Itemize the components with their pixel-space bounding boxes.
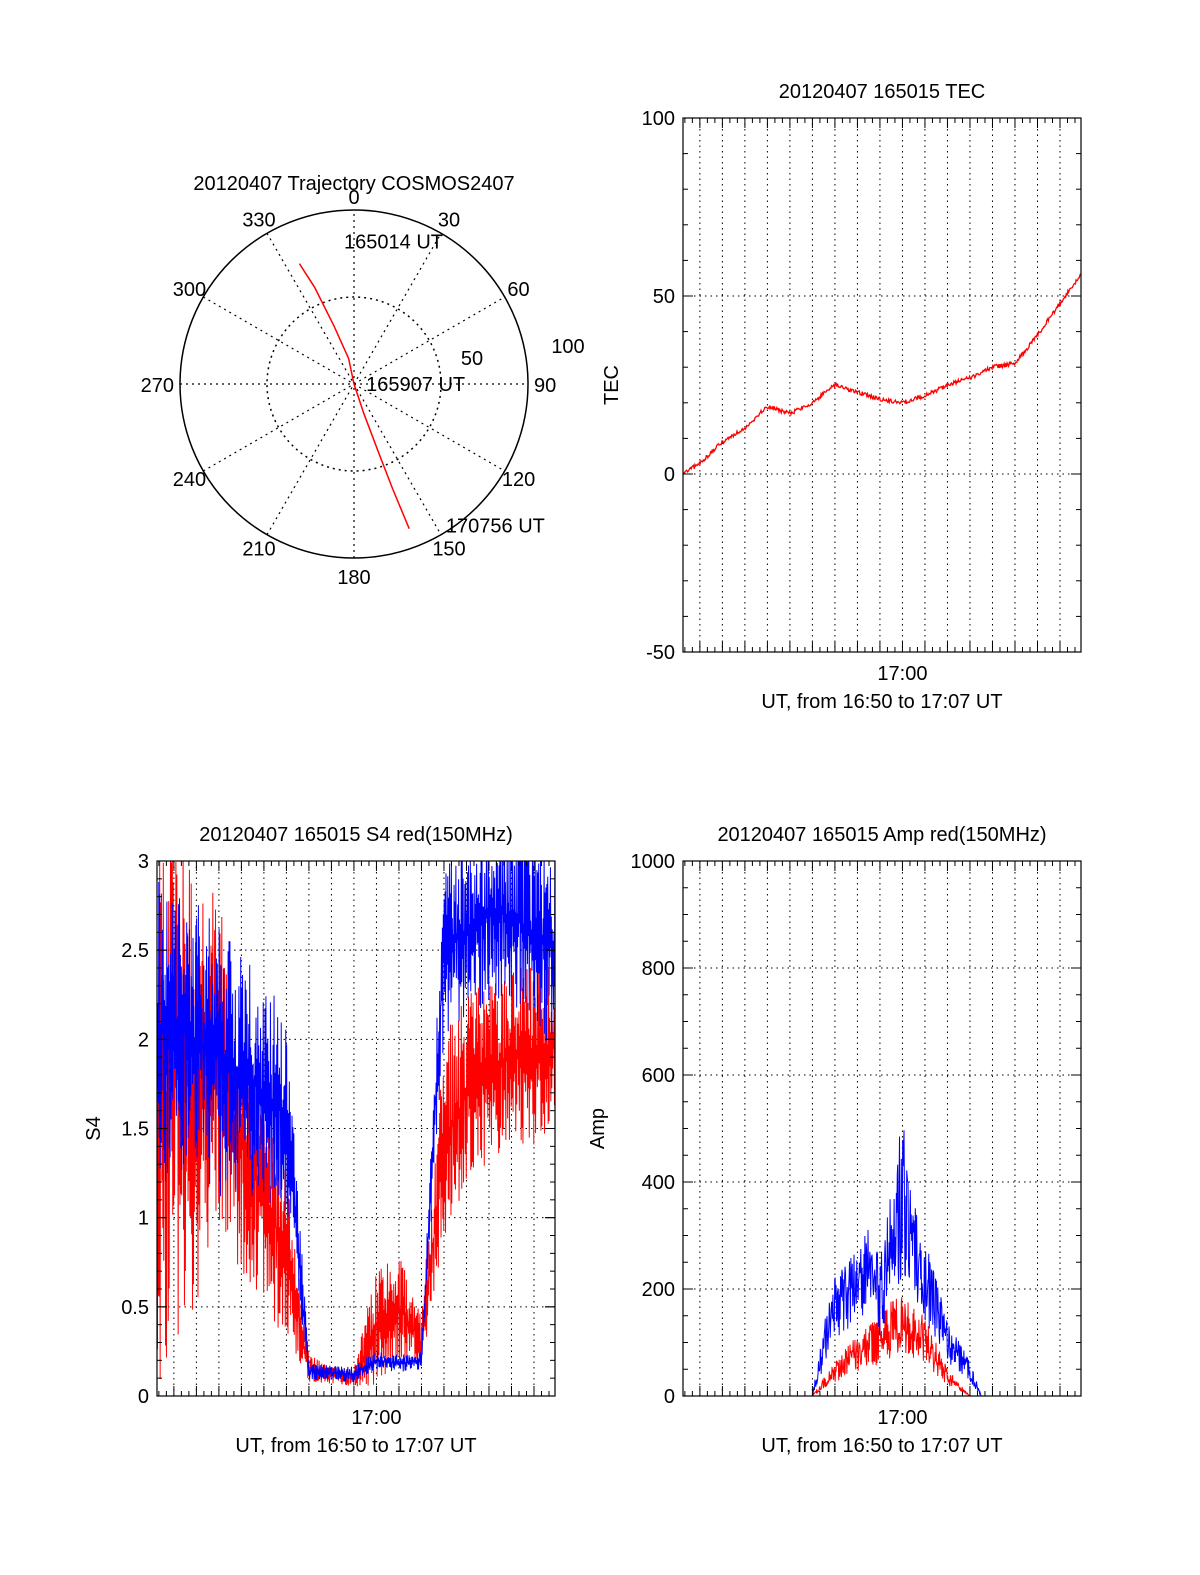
y-tick-label: -50	[646, 642, 675, 664]
plot-series-group	[157, 861, 555, 1387]
plot-series-group	[683, 273, 1081, 475]
trajectory-line	[298, 263, 410, 529]
y-tick-label: 1	[138, 1208, 149, 1230]
y-axis-label: TEC	[601, 365, 623, 405]
series-line-red	[683, 1297, 1081, 1396]
polar-azimuth-label: 330	[242, 209, 275, 231]
polar-azimuth-label: 270	[141, 375, 174, 397]
trajectory-time-annotation: 170756 UT	[446, 516, 545, 538]
plot-title: 20120407 165015 TEC	[779, 81, 985, 103]
y-tick-label: 0.5	[121, 1297, 149, 1319]
x-axis-label: UT, from 16:50 to 17:07 UT	[761, 1435, 1002, 1457]
plot-frame	[682, 117, 1082, 653]
x-tick-label: 17:00	[877, 1407, 927, 1429]
y-tick-label: 1.5	[121, 1119, 149, 1141]
polar-azimuth-label: 300	[173, 279, 206, 301]
y-tick-label: 0	[138, 1386, 149, 1408]
polar-radius-label: 50	[461, 348, 483, 370]
polar-title: 20120407 Trajectory COSMOS2407	[193, 173, 514, 195]
y-axis-label: S4	[83, 1116, 105, 1140]
polar-azimuth-label: 0	[348, 187, 359, 209]
polar-azimuth-label: 240	[173, 469, 206, 491]
y-tick-label: 100	[642, 108, 675, 130]
y-tick-label: 0	[664, 1386, 675, 1408]
polar-azimuth-label: 210	[242, 539, 275, 561]
y-tick-label: 600	[642, 1065, 675, 1087]
polar-ring-50	[266, 296, 442, 472]
y-tick-label: 0	[664, 464, 675, 486]
y-tick-label: 800	[642, 958, 675, 980]
y-axis-label: Amp	[587, 1108, 609, 1149]
plot-series-group	[683, 1130, 1081, 1396]
polar-azimuth-label: 30	[438, 209, 460, 231]
s4-plot: 20120407 165015 S4 red(150MHz) 0 0.5 1 1.5 2 2…	[83, 824, 556, 1457]
y-tick-label: 3	[138, 851, 149, 873]
y-tick-label: 2.5	[121, 940, 149, 962]
polar-outer-ring	[179, 209, 529, 559]
polar-azimuth-label: 90	[534, 375, 556, 397]
polar-azimuth-label: 150	[432, 539, 465, 561]
tec-plot: 20120407 165015 TEC -50 0 50 100 17:00 UT, fro…	[601, 81, 1082, 713]
x-tick-label: 17:00	[877, 663, 927, 685]
trajectory-time-annotation: 165907 UT	[366, 374, 465, 396]
amp-plot: 20120407 165015 Amp red(150MHz) 0 200 400 60…	[587, 824, 1082, 1457]
plot-title: 20120407 165015 S4 red(150MHz)	[199, 824, 513, 846]
series-line-red	[683, 273, 1081, 475]
y-tick-label: 1000	[631, 851, 676, 873]
polar-azimuth-label: 180	[337, 567, 370, 589]
y-tick-label: 200	[642, 1279, 675, 1301]
x-axis-label: UT, from 16:50 to 17:07 UT	[761, 691, 1002, 713]
series-line-blue	[683, 1130, 1081, 1396]
plot-title: 20120407 165015 Amp red(150MHz)	[717, 824, 1046, 846]
x-tick-label: 17:00	[351, 1407, 401, 1429]
y-tick-label: 400	[642, 1172, 675, 1194]
polar-azimuth-label: 60	[507, 279, 529, 301]
x-axis-label: UT, from 16:50 to 17:07 UT	[235, 1435, 476, 1457]
series-line-blue	[157, 861, 555, 1382]
polar-radius-label: 100	[551, 336, 584, 358]
trajectory-time-annotation: 165014 UT	[344, 232, 443, 254]
y-tick-label: 2	[138, 1029, 149, 1051]
polar-azimuth-label: 120	[502, 469, 535, 491]
y-tick-label: 50	[653, 286, 675, 308]
